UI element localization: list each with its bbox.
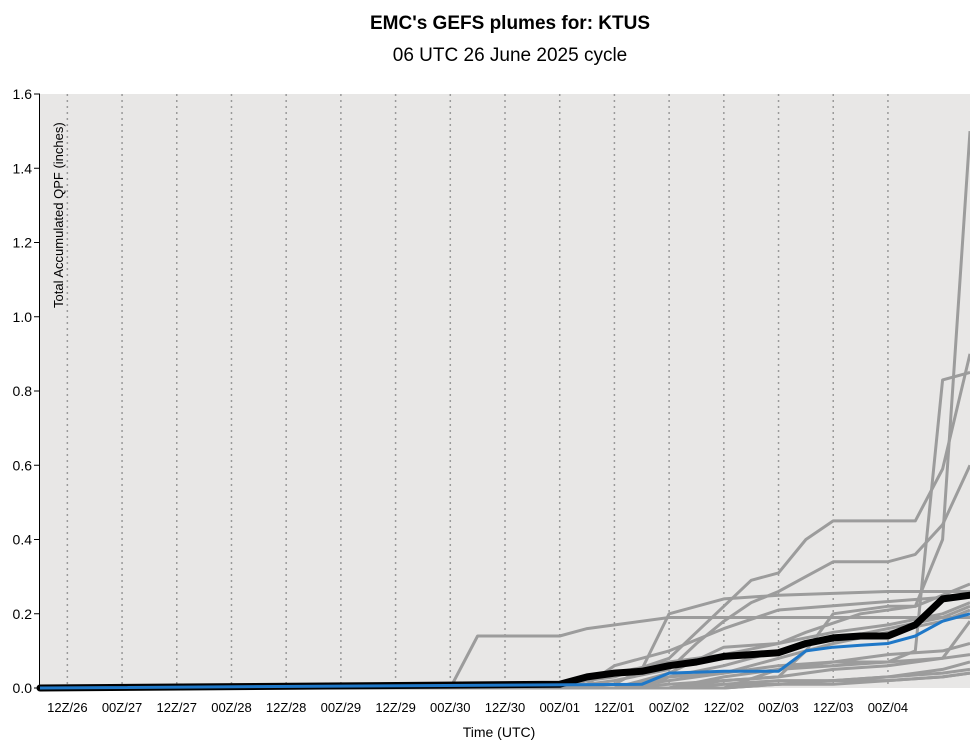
x-tick-label: 12Z/26 [47,700,87,715]
x-tick-label: 00Z/04 [868,700,908,715]
member-line [40,616,970,690]
y-tick-label: 1.2 [13,235,33,251]
y-tick-label: 1.0 [13,309,33,325]
y-tick-label: 0.8 [13,383,33,399]
plot-background [40,94,970,688]
y-tick-label: 1.6 [13,86,33,102]
main-series [36,591,970,692]
x-tick-label: 12Z/29 [375,700,415,715]
x-tick-label: 12Z/02 [704,700,744,715]
y-tick-label: 0.0 [13,680,33,696]
chart-subtitle: 06 UTC 26 June 2025 cycle [392,45,628,66]
x-tick-label: 00Z/01 [539,700,579,715]
y-tick-label: 0.6 [13,457,33,473]
x-axis-label: Time (UTC) [463,724,536,740]
y-axis-label: Total Accumulated QPF (inches) [51,122,66,308]
member-line [40,590,970,690]
control-run-line [39,612,970,690]
x-tick-label: 12Z/27 [157,700,197,715]
x-tick-label: 00Z/29 [321,700,361,715]
y-tick-label: 0.2 [13,606,33,622]
member-line [40,601,970,690]
x-tick-label: 12Z/01 [594,700,634,715]
ensemble-mean-line [36,591,970,692]
x-tick-label: 00Z/27 [102,700,142,715]
x-tick-label: 00Z/03 [758,700,798,715]
y-tick-label: 0.4 [13,532,33,548]
x-tick-label: 00Z/28 [211,700,251,715]
x-tick-label: 00Z/02 [649,700,689,715]
x-tick-label: 12Z/30 [485,700,525,715]
axes: 12Z/26 00Z/27 12Z/27 00Z/28 12Z/28 00Z/29 12Z/… [13,86,909,715]
member-line [40,464,970,690]
member-line [40,653,970,690]
x-tick-label: 12Z/03 [813,700,853,715]
chart-title: EMC's GEFS plumes for: KTUS [369,13,651,34]
y-tick-label: 1.4 [13,160,33,176]
x-tick-label: 00Z/30 [430,700,470,715]
x-tick-label: 12Z/28 [266,700,306,715]
member-line [40,671,970,690]
